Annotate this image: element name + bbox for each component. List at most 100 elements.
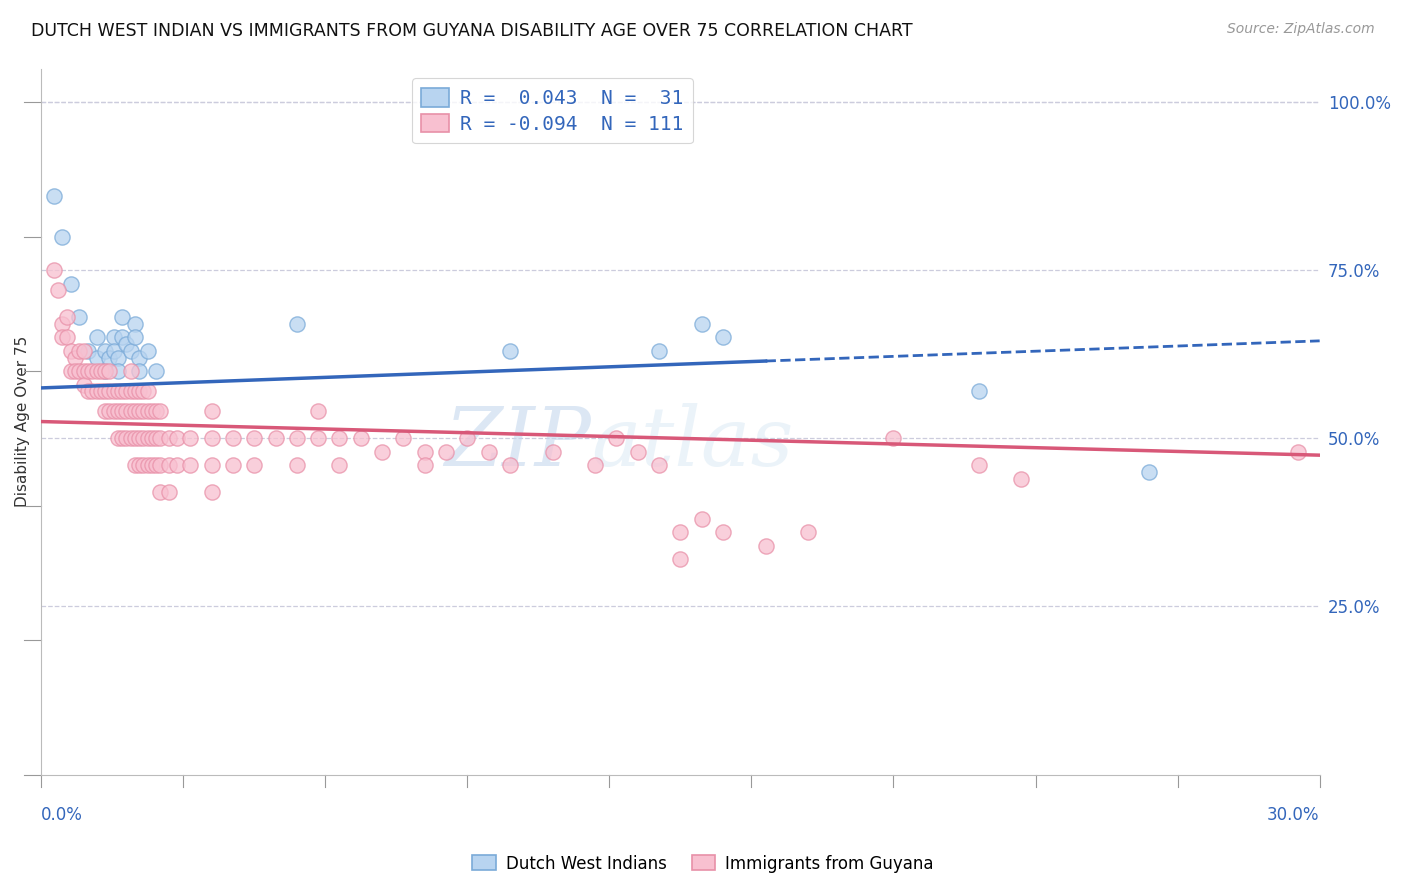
Point xyxy=(145,404,167,418)
Point xyxy=(605,431,627,445)
Point xyxy=(157,458,180,473)
Point xyxy=(145,364,167,378)
Point xyxy=(149,485,172,500)
Point xyxy=(136,384,159,399)
Point xyxy=(128,458,150,473)
Point xyxy=(90,364,112,378)
Point xyxy=(86,384,108,399)
Point xyxy=(94,364,117,378)
Point xyxy=(967,384,990,399)
Point xyxy=(222,458,245,473)
Point xyxy=(149,431,172,445)
Point xyxy=(541,445,564,459)
Point xyxy=(115,384,138,399)
Point xyxy=(166,458,188,473)
Point xyxy=(132,458,155,473)
Legend: Dutch West Indians, Immigrants from Guyana: Dutch West Indians, Immigrants from Guya… xyxy=(465,848,941,880)
Point xyxy=(307,404,329,418)
Point xyxy=(328,458,350,473)
Point xyxy=(86,364,108,378)
Point xyxy=(124,330,146,344)
Point xyxy=(77,364,100,378)
Text: ZIP: ZIP xyxy=(444,402,591,483)
Point xyxy=(1137,465,1160,479)
Point xyxy=(690,317,713,331)
Point xyxy=(307,431,329,445)
Point xyxy=(107,384,129,399)
Point xyxy=(103,330,125,344)
Point xyxy=(82,364,104,378)
Point xyxy=(124,317,146,331)
Point xyxy=(1286,445,1309,459)
Point xyxy=(149,404,172,418)
Point xyxy=(157,485,180,500)
Point xyxy=(120,404,142,418)
Point xyxy=(583,458,606,473)
Point xyxy=(711,330,734,344)
Text: 30.0%: 30.0% xyxy=(1267,806,1320,824)
Point xyxy=(392,431,415,445)
Legend: R =  0.043  N =  31, R = -0.094  N = 111: R = 0.043 N = 31, R = -0.094 N = 111 xyxy=(412,78,693,144)
Point xyxy=(69,364,91,378)
Point xyxy=(73,377,96,392)
Point xyxy=(145,458,167,473)
Point xyxy=(120,384,142,399)
Point xyxy=(124,384,146,399)
Point xyxy=(755,539,778,553)
Point xyxy=(82,384,104,399)
Point xyxy=(136,458,159,473)
Point xyxy=(128,384,150,399)
Point xyxy=(120,343,142,358)
Point xyxy=(200,431,222,445)
Point xyxy=(115,431,138,445)
Point xyxy=(86,330,108,344)
Point xyxy=(124,431,146,445)
Point xyxy=(42,263,65,277)
Point xyxy=(111,330,134,344)
Point xyxy=(222,431,245,445)
Point xyxy=(124,404,146,418)
Point xyxy=(55,310,77,325)
Point xyxy=(69,343,91,358)
Point xyxy=(55,330,77,344)
Point xyxy=(42,189,65,203)
Point xyxy=(103,343,125,358)
Point xyxy=(797,525,820,540)
Y-axis label: Disability Age Over 75: Disability Age Over 75 xyxy=(15,336,30,508)
Point xyxy=(107,404,129,418)
Point xyxy=(115,337,138,351)
Point xyxy=(967,458,990,473)
Text: Source: ZipAtlas.com: Source: ZipAtlas.com xyxy=(1227,22,1375,37)
Point xyxy=(94,343,117,358)
Point xyxy=(648,343,671,358)
Point xyxy=(59,277,82,291)
Point xyxy=(264,431,287,445)
Point xyxy=(51,317,73,331)
Point xyxy=(94,404,117,418)
Point xyxy=(63,364,86,378)
Point xyxy=(103,404,125,418)
Point xyxy=(63,351,86,365)
Point xyxy=(124,458,146,473)
Point xyxy=(200,404,222,418)
Point xyxy=(111,310,134,325)
Point xyxy=(69,310,91,325)
Point xyxy=(107,351,129,365)
Point xyxy=(243,458,266,473)
Point xyxy=(149,458,172,473)
Point xyxy=(86,351,108,365)
Point xyxy=(350,431,373,445)
Point xyxy=(200,458,222,473)
Point xyxy=(690,512,713,526)
Point xyxy=(145,431,167,445)
Point xyxy=(111,431,134,445)
Point xyxy=(115,404,138,418)
Point xyxy=(107,431,129,445)
Point xyxy=(128,431,150,445)
Point xyxy=(59,364,82,378)
Point xyxy=(98,364,121,378)
Point xyxy=(51,229,73,244)
Point xyxy=(77,384,100,399)
Point xyxy=(669,552,692,566)
Point xyxy=(141,404,163,418)
